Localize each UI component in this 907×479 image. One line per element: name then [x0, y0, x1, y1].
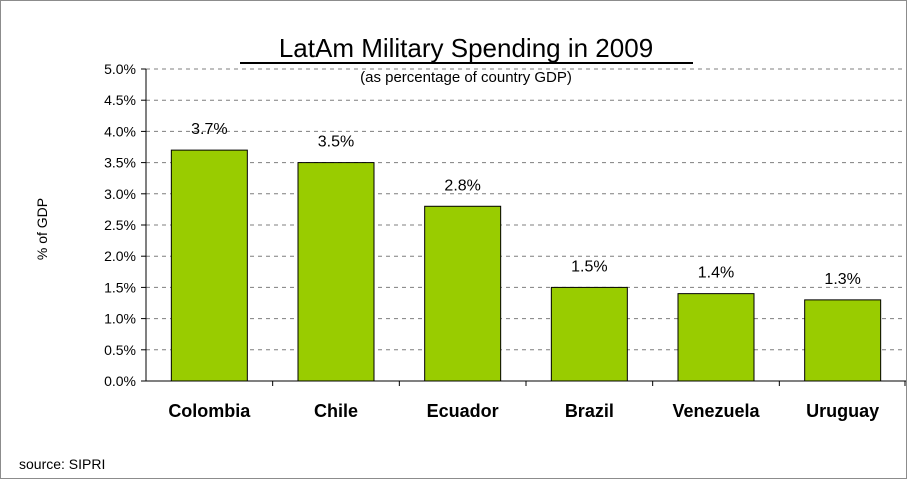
data-label: 1.4% [698, 265, 734, 282]
y-tick-label: 1.5% [104, 279, 136, 295]
y-tick-label: 4.0% [104, 123, 136, 139]
y-axis-label: % of GDP [34, 198, 50, 260]
y-tick-label: 0.5% [104, 342, 136, 358]
bar-venezuela [677, 293, 755, 382]
y-tick-label: 4.5% [104, 92, 136, 108]
gridlines [146, 68, 906, 351]
chart-subtitle: (as percentage of country GDP) [360, 69, 572, 86]
x-tick-label: Brazil [565, 401, 614, 421]
chart-title: LatAm Military Spending in 2009 [279, 33, 653, 63]
y-tick-label: 5.0% [104, 61, 136, 77]
bar-brazil [550, 286, 628, 382]
x-tick-label: Colombia [168, 401, 251, 421]
bar-ecuador [424, 205, 502, 382]
y-tick-label: 2.0% [104, 248, 136, 264]
bar-chile [297, 162, 375, 382]
y-tick-label: 1.0% [104, 311, 136, 327]
bar-uruguay [804, 299, 882, 382]
y-tick-label: 0.0% [104, 373, 136, 389]
y-tick-label: 3.0% [104, 186, 136, 202]
data-label: 1.3% [824, 271, 860, 288]
data-label: 3.5% [318, 134, 354, 151]
axes [141, 68, 906, 386]
x-tick-label: Uruguay [806, 401, 879, 421]
y-tick-label: 2.5% [104, 217, 136, 233]
x-tick-label: Ecuador [427, 401, 499, 421]
labels: 0.0% 0.5% 1.0% 1.5% 2.0% 2.5% 3.0% 3.5% 4.0% 4.5%… [104, 61, 879, 421]
bars [170, 149, 882, 382]
data-label: 2.8% [444, 177, 480, 194]
data-label: 3.7% [191, 121, 227, 138]
bar-colombia [170, 149, 248, 382]
source-note: source: SIPRI [19, 456, 105, 472]
data-label: 1.5% [571, 258, 607, 275]
y-tick-label: 3.5% [104, 155, 136, 171]
x-tick-label: Chile [314, 401, 358, 421]
x-tick-label: Venezuela [672, 401, 760, 421]
